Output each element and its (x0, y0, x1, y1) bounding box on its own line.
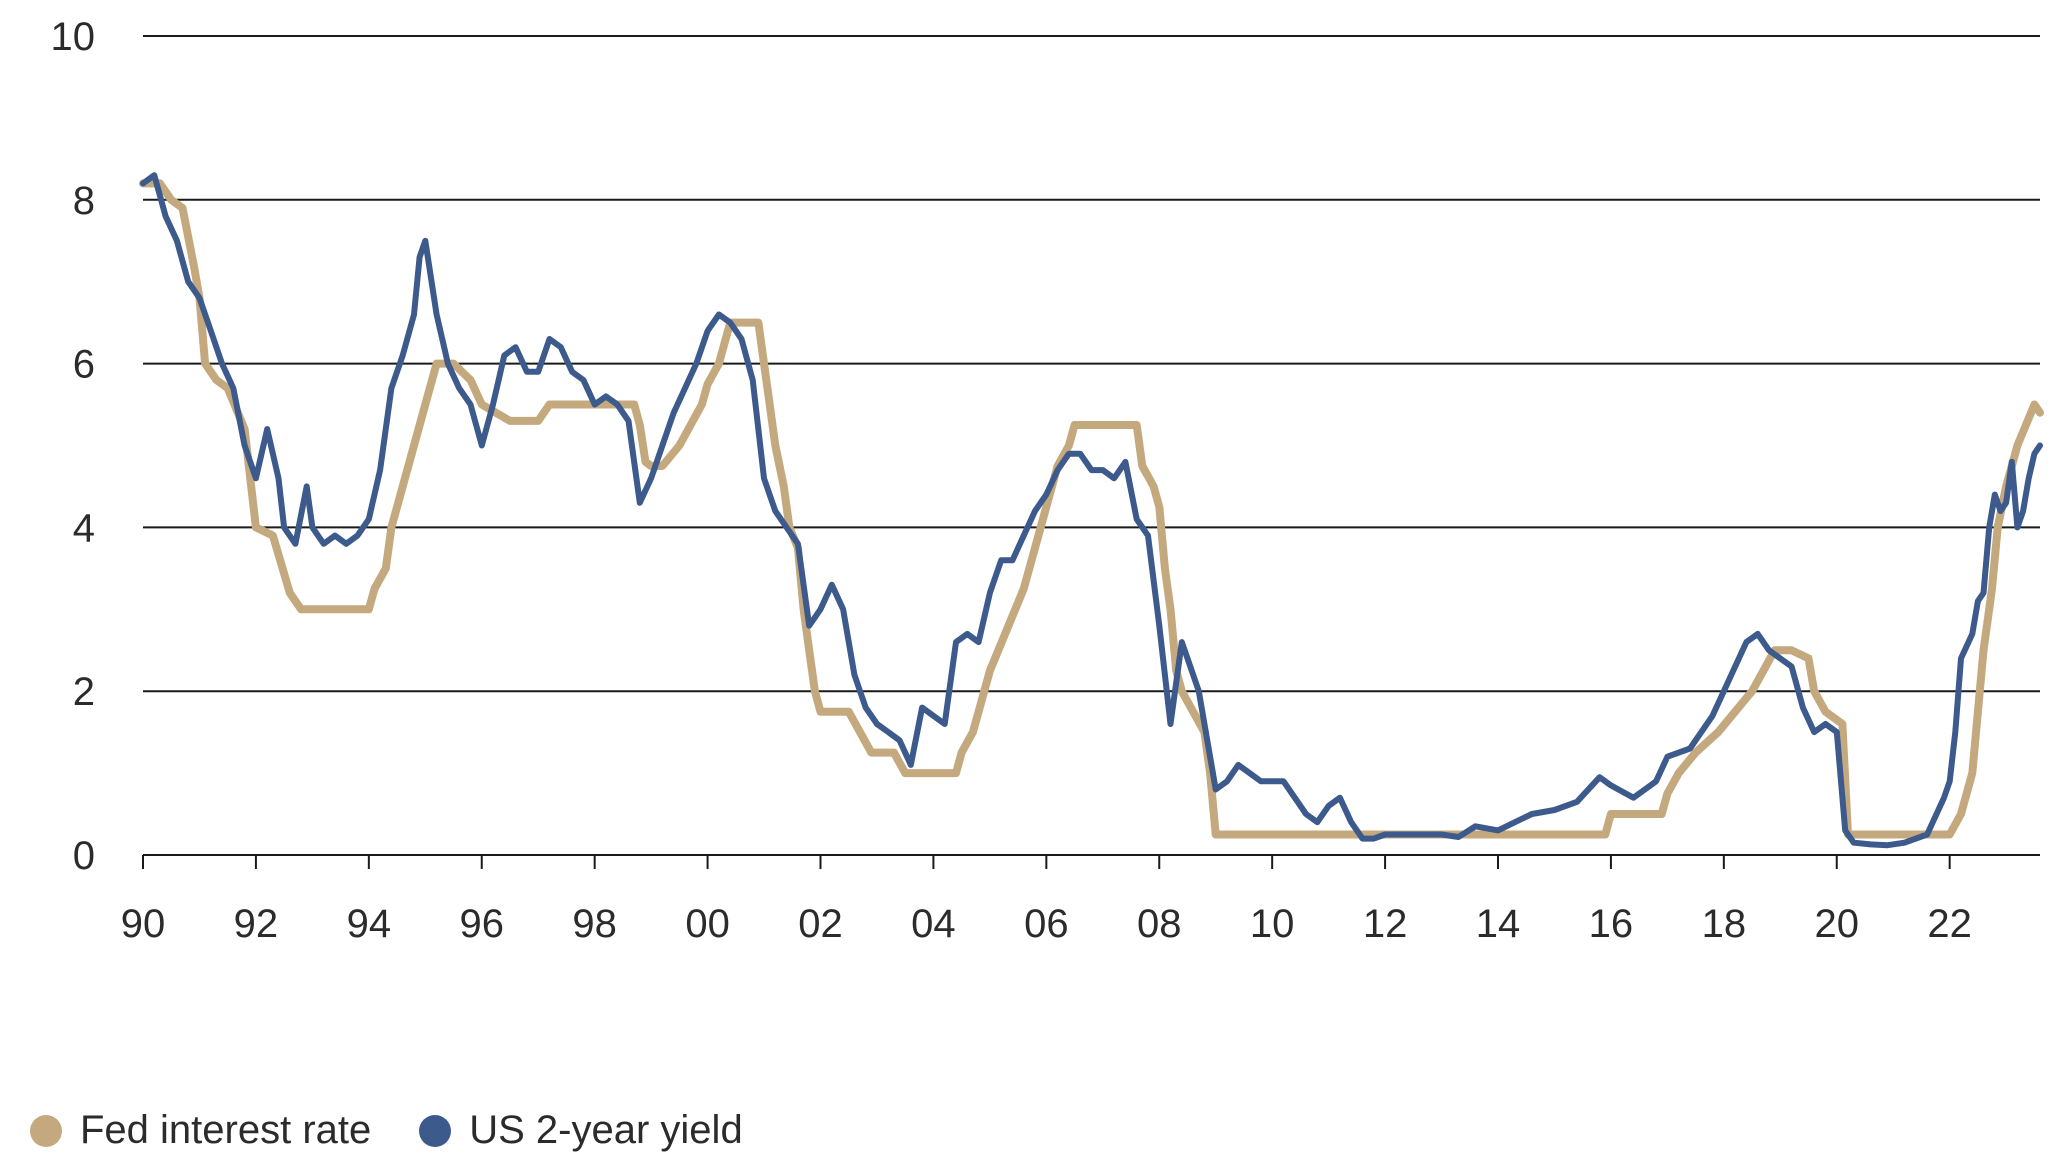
legend-label-fed-rate: Fed interest rate (80, 1108, 372, 1152)
series-lines (139, 172, 2044, 849)
x-tick-label: 92 (234, 902, 279, 946)
legend-item-fed-rate: Fed interest rate (30, 1108, 371, 1153)
y-tick-label: 2 (73, 670, 95, 714)
x-tick-label: 94 (347, 902, 392, 946)
y-tick-label: 6 (73, 343, 95, 387)
x-tick-label: 04 (911, 902, 956, 946)
legend: Fed interest rate US 2-year yield (30, 1108, 791, 1153)
x-tick-label: 16 (1589, 902, 1634, 946)
x-tick-label: 22 (1927, 902, 1972, 946)
x-tick-label: 08 (1137, 902, 1182, 946)
x-tick-label: 12 (1363, 902, 1408, 946)
legend-swatch-fed-rate (30, 1114, 62, 1147)
y-tick-label: 0 (73, 834, 95, 878)
x-tick-label: 02 (798, 902, 843, 946)
legend-swatch-us-2y (419, 1114, 452, 1147)
legend-label-us-2y: US 2-year yield (469, 1108, 743, 1152)
x-tick-label: 10 (1250, 902, 1295, 946)
y-tick-label: 10 (51, 15, 96, 59)
x-tick-label: 90 (121, 902, 166, 946)
x-tick-label: 96 (460, 902, 505, 946)
x-tick-label: 06 (1024, 902, 1069, 946)
x-tick-label: 18 (1702, 902, 1747, 946)
series-line-fed-rate (139, 179, 2044, 839)
x-tick-label: 00 (685, 902, 730, 946)
y-tick-label: 4 (73, 506, 95, 550)
x-tick-label: 20 (1815, 902, 1860, 946)
y-axis: 0 2 4 6 8 10 (51, 15, 96, 878)
x-tick-label: 14 (1476, 902, 1521, 946)
series-line-us-2y (140, 172, 2043, 849)
grid-lines (143, 35, 2040, 856)
x-axis: 90 92 94 96 98 00 02 04 06 08 10 12 14 16 18 20 22 (121, 855, 1972, 946)
y-tick-label: 8 (73, 179, 95, 223)
x-tick-label: 98 (572, 902, 617, 946)
legend-item-us-2y: US 2-year yield (419, 1108, 743, 1153)
